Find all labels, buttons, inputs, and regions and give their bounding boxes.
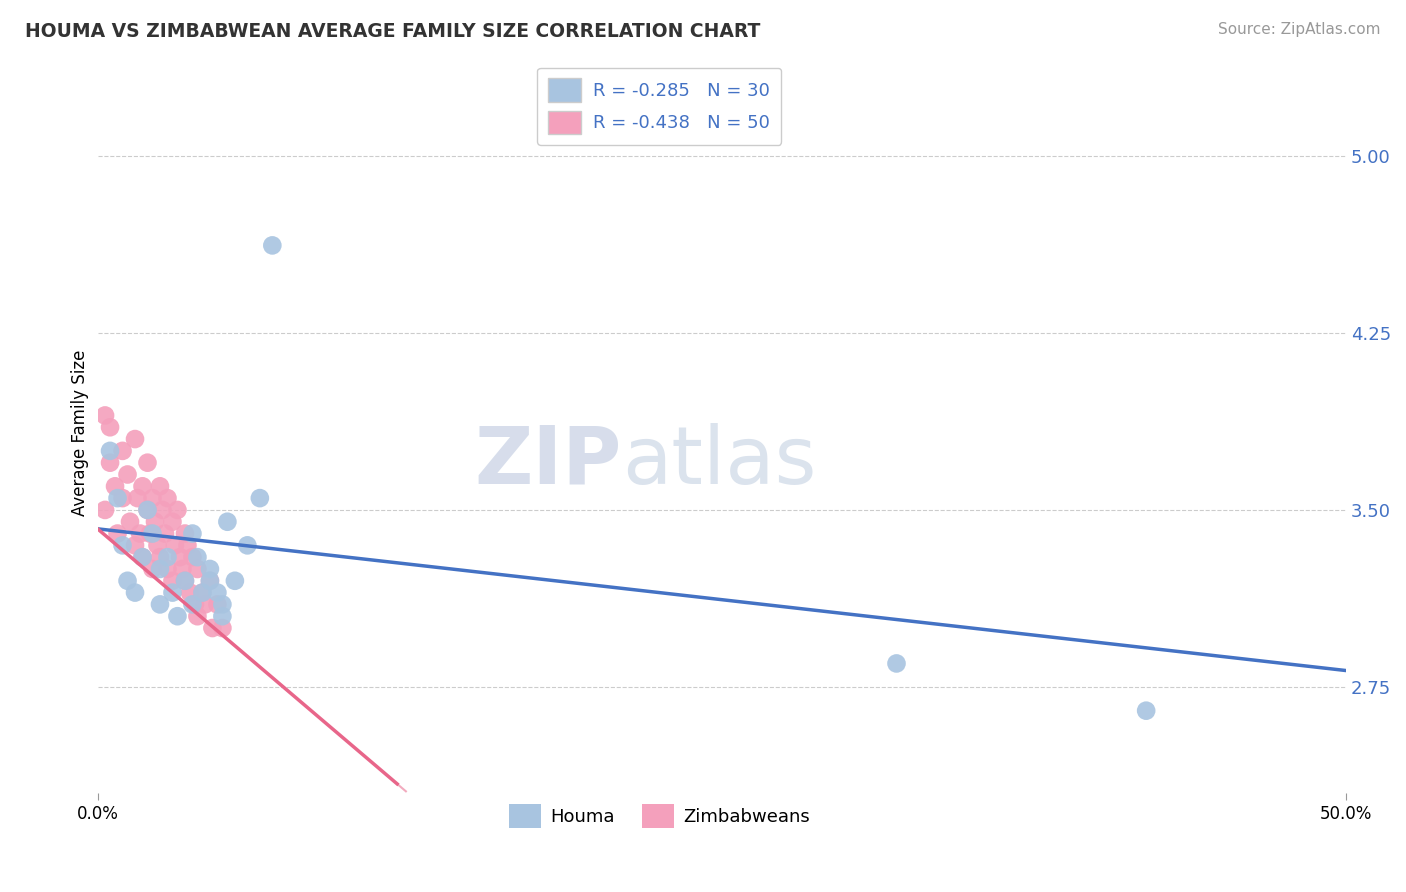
Point — [163, 538, 186, 552]
Point — [249, 491, 271, 505]
Point — [98, 443, 121, 458]
Point — [224, 574, 246, 588]
Point — [149, 562, 172, 576]
Point — [124, 432, 146, 446]
Point — [184, 598, 207, 612]
Point — [117, 574, 139, 588]
Point — [198, 574, 221, 588]
Text: atlas: atlas — [621, 423, 817, 501]
Point — [136, 503, 159, 517]
Point — [156, 491, 179, 505]
Point — [886, 657, 908, 671]
Point — [181, 598, 204, 612]
Point — [107, 526, 129, 541]
Point — [124, 585, 146, 599]
Point — [94, 503, 117, 517]
Point — [211, 621, 233, 635]
Point — [117, 467, 139, 482]
Point — [98, 420, 121, 434]
Point — [198, 574, 221, 588]
Text: HOUMA VS ZIMBABWEAN AVERAGE FAMILY SIZE CORRELATION CHART: HOUMA VS ZIMBABWEAN AVERAGE FAMILY SIZE … — [25, 22, 761, 41]
Point — [176, 538, 198, 552]
Point — [98, 456, 121, 470]
Point — [118, 515, 141, 529]
Point — [217, 515, 239, 529]
Point — [131, 550, 153, 565]
Point — [129, 526, 152, 541]
Point — [174, 574, 197, 588]
Point — [191, 585, 214, 599]
Point — [124, 538, 146, 552]
Point — [107, 491, 129, 505]
Text: Source: ZipAtlas.com: Source: ZipAtlas.com — [1218, 22, 1381, 37]
Point — [136, 456, 159, 470]
Point — [143, 515, 166, 529]
Point — [162, 585, 184, 599]
Point — [111, 443, 134, 458]
Point — [156, 550, 179, 565]
Point — [149, 479, 172, 493]
Point — [166, 503, 188, 517]
Point — [194, 598, 217, 612]
Point — [191, 585, 214, 599]
Point — [179, 585, 201, 599]
Point — [94, 409, 117, 423]
Point — [207, 585, 229, 599]
Point — [172, 562, 194, 576]
Point — [162, 574, 184, 588]
Point — [236, 538, 259, 552]
Point — [207, 598, 229, 612]
Point — [166, 609, 188, 624]
Point — [186, 609, 208, 624]
Text: ZIP: ZIP — [475, 423, 621, 501]
Point — [141, 491, 163, 505]
Point — [141, 562, 163, 576]
Point — [181, 526, 204, 541]
Point — [153, 526, 176, 541]
Point — [174, 526, 197, 541]
Point — [136, 503, 159, 517]
Point — [141, 526, 163, 541]
Point — [146, 538, 169, 552]
Point — [152, 503, 174, 517]
Point — [262, 238, 284, 252]
Point — [131, 479, 153, 493]
Point — [169, 550, 191, 565]
Point — [636, 822, 658, 836]
Point — [181, 550, 204, 565]
Point — [174, 574, 197, 588]
Point — [1135, 704, 1157, 718]
Point — [111, 538, 134, 552]
Point — [201, 621, 224, 635]
Point — [139, 526, 162, 541]
Point — [162, 515, 184, 529]
Point — [127, 491, 149, 505]
Point — [111, 491, 134, 505]
Point — [186, 550, 208, 565]
Point — [198, 562, 221, 576]
Point — [149, 598, 172, 612]
Point — [131, 550, 153, 565]
Point — [104, 479, 127, 493]
Y-axis label: Average Family Size: Average Family Size — [72, 350, 89, 516]
Point — [149, 550, 172, 565]
Point — [186, 562, 208, 576]
Point — [156, 562, 179, 576]
Point — [211, 598, 233, 612]
Legend: Houma, Zimbabweans: Houma, Zimbabweans — [502, 797, 817, 835]
Point — [211, 609, 233, 624]
